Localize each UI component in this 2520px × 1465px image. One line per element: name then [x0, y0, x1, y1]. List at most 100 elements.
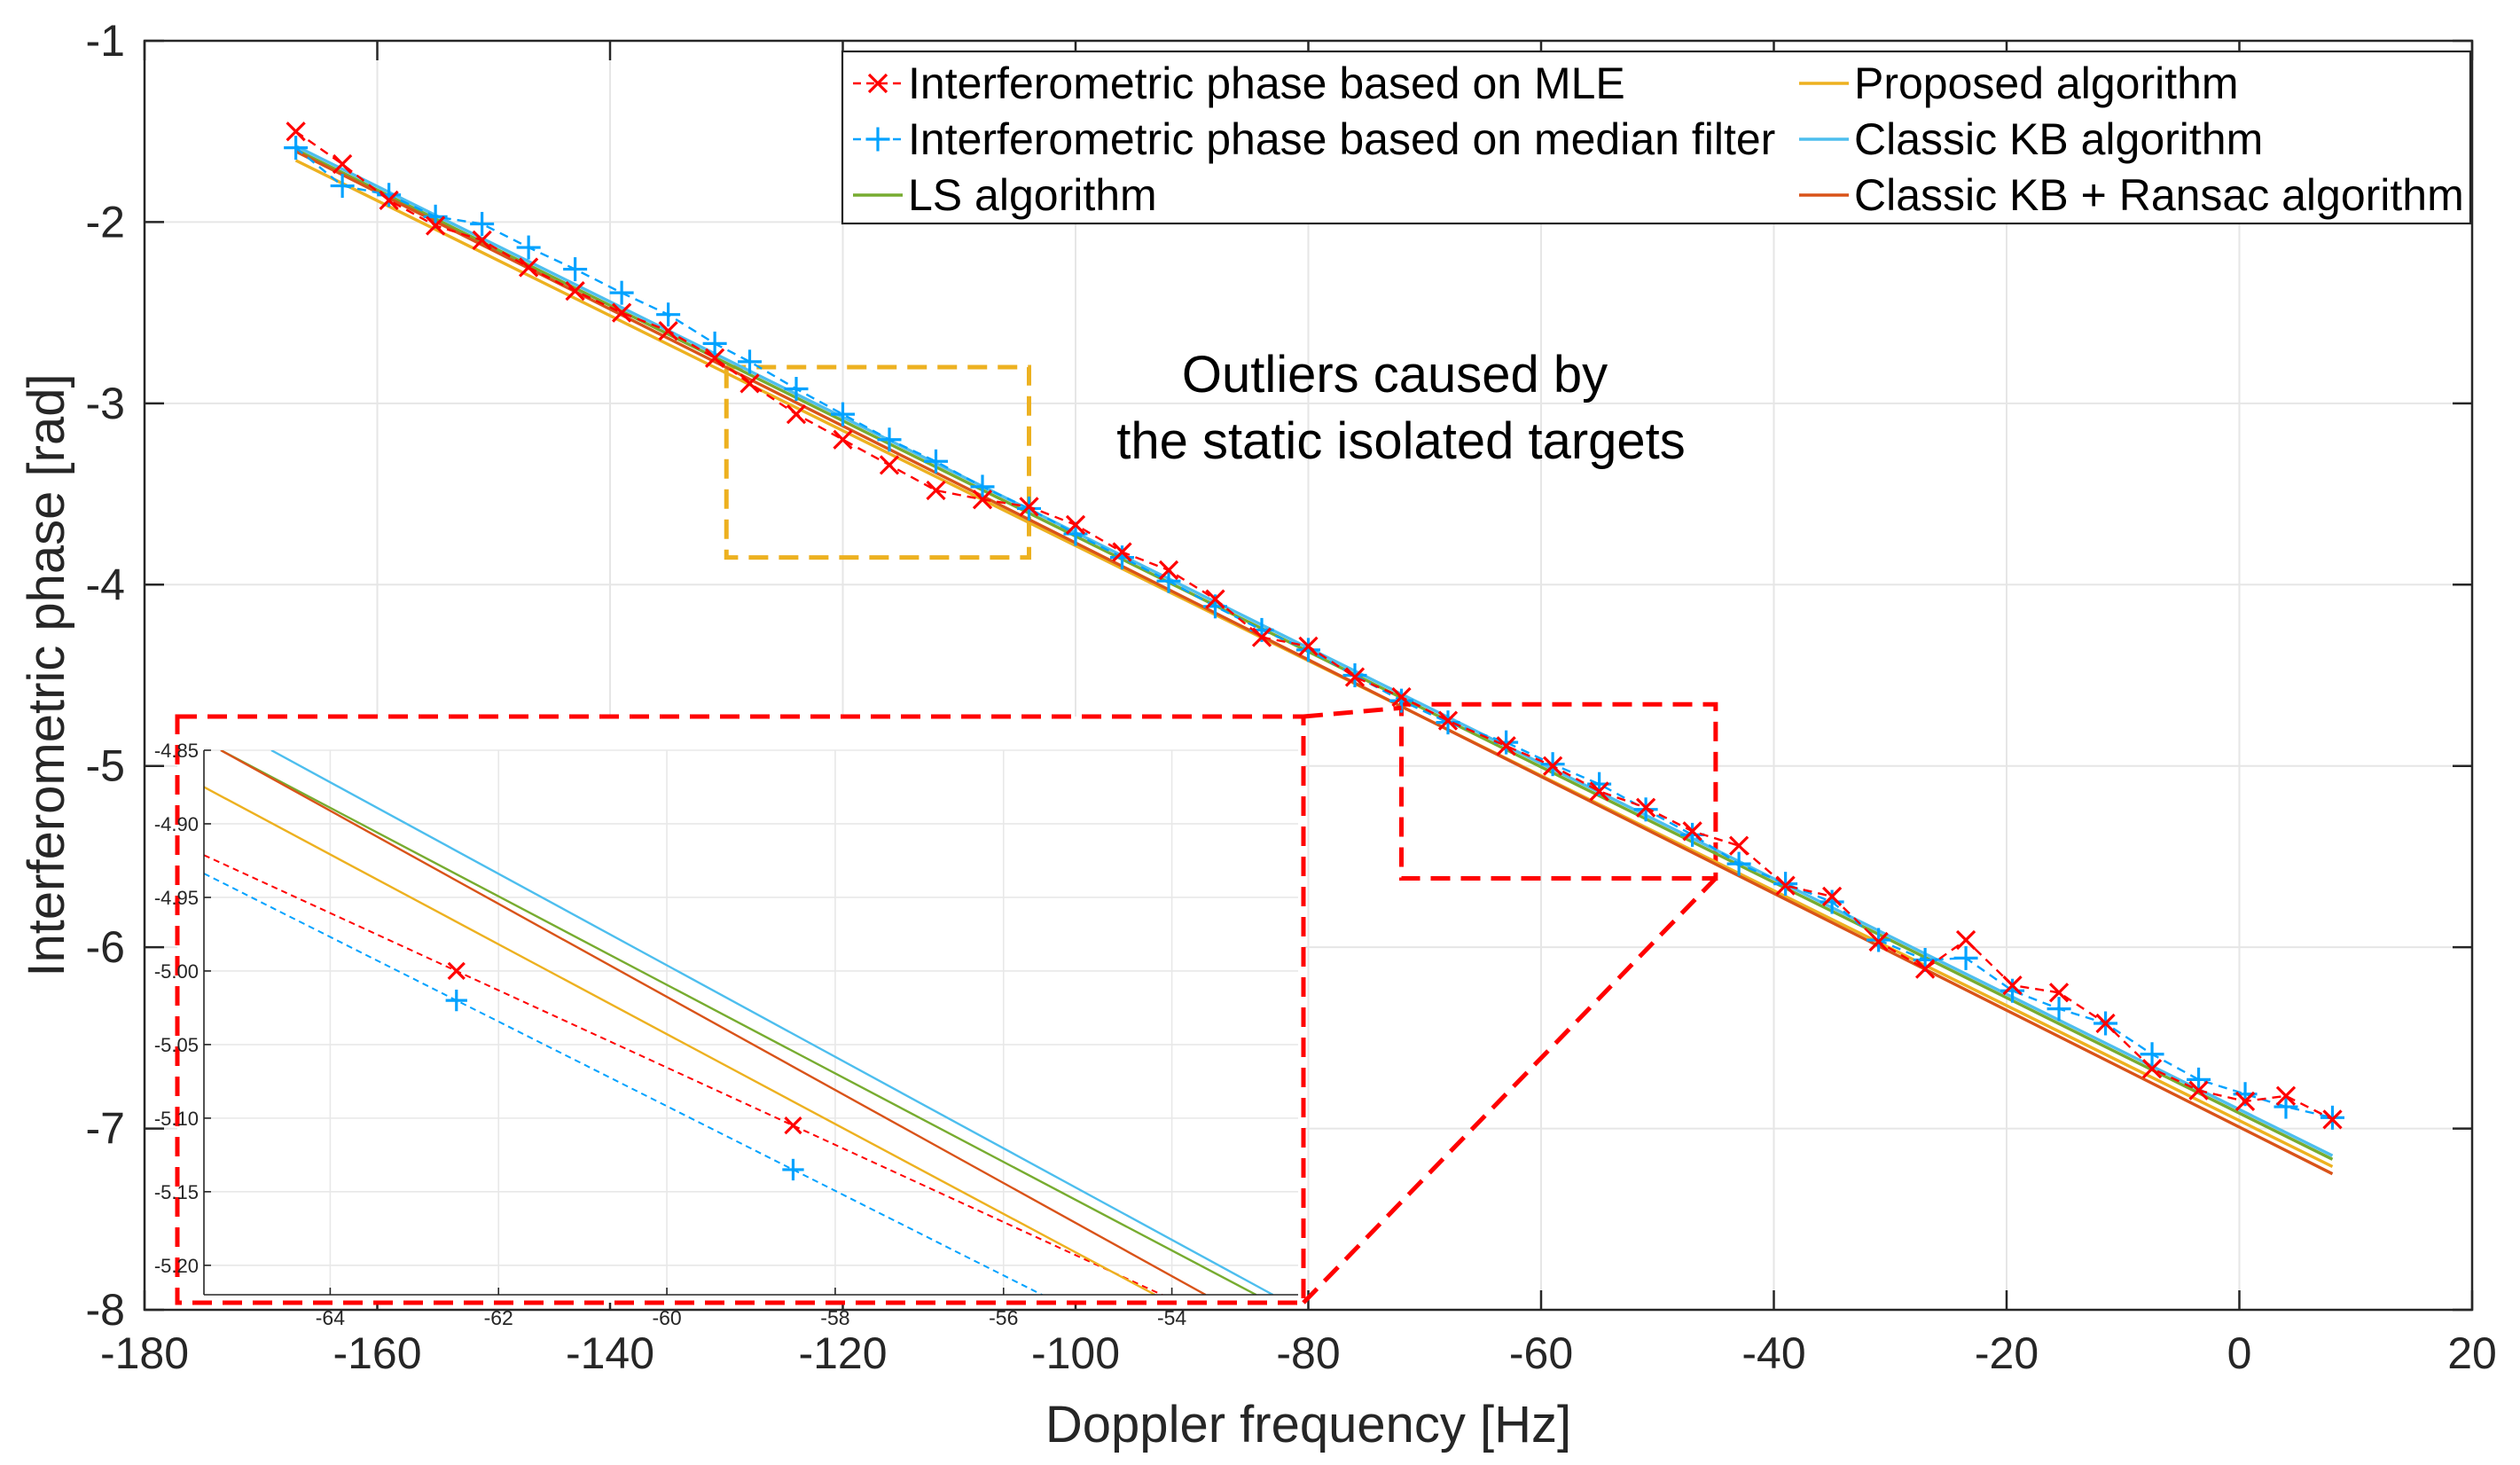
data-point — [2234, 1091, 2256, 1112]
x-tick-label: -180 — [100, 1328, 189, 1378]
y-tick-label: -5 — [86, 741, 125, 791]
inset-data-point — [445, 989, 467, 1012]
x-tick-label: 20 — [2447, 1328, 2497, 1378]
data-point — [970, 474, 995, 499]
data-point — [656, 302, 681, 327]
data-point — [926, 480, 946, 501]
data-point — [2275, 1085, 2297, 1106]
inset-y-tick-label: -5.15 — [154, 1181, 199, 1203]
data-point — [1437, 710, 1459, 731]
legend-item-interferometric-phase-based-on-median-filter: Interferometric phase based on median fi… — [853, 114, 1775, 164]
legend-box — [841, 50, 2472, 225]
data-point — [2188, 1080, 2209, 1101]
series-interferometric-phase-based-on-median-filter — [284, 136, 2344, 1130]
inset-series-ls-algorithm — [220, 750, 1257, 1295]
legend-label: Classic KB algorithm — [1854, 114, 2263, 164]
annotation-line-2: the static isolated targets — [1116, 412, 1686, 470]
inset-y-tick-label: -4.95 — [154, 887, 199, 909]
data-point — [2048, 983, 2070, 1003]
data-point — [2000, 978, 2025, 1003]
zoom-connector-bottom — [1302, 876, 1718, 1304]
data-point — [1344, 667, 1366, 687]
inset-line — [270, 750, 1274, 1295]
legend-item-classic-kb-algorithm: Classic KB algorithm — [1799, 114, 2263, 164]
data-point — [1065, 514, 1086, 535]
data-point — [1953, 945, 1978, 970]
legend-item-classic-kb-ransac-algorithm: Classic KB + Ransac algorithm — [1799, 170, 2464, 220]
x-tick-label: -100 — [1031, 1328, 1120, 1378]
data-point — [972, 490, 993, 510]
x-tick-label: 0 — [2227, 1328, 2252, 1378]
inset-x-tick-label: -62 — [484, 1306, 513, 1329]
legend-item-proposed-algorithm: Proposed algorithm — [1799, 59, 2239, 108]
inset-x-tick-label: -58 — [820, 1306, 849, 1329]
data-point — [516, 235, 541, 260]
y-tick-label: -1 — [86, 16, 125, 66]
inset-y-tick-label: -4.90 — [154, 813, 199, 835]
data-point — [1251, 627, 1272, 647]
data-point — [332, 153, 353, 175]
inset-x-tick-label: -64 — [316, 1306, 345, 1329]
data-point — [425, 215, 446, 236]
outlier-box — [724, 364, 1031, 560]
data-point — [1728, 835, 1749, 856]
data-point — [658, 320, 678, 341]
data-point — [2140, 1042, 2164, 1067]
inset-series-median-filter — [204, 873, 1045, 1295]
series-ls-algorithm — [294, 148, 2334, 1161]
inset-y-tick-label: -5.20 — [154, 1255, 199, 1277]
legend-label: Interferometric phase based on MLE — [908, 59, 1625, 108]
annotation: Outliers caused by the static isolated t… — [1116, 346, 1686, 470]
inset-line — [220, 750, 1257, 1295]
data-point — [470, 211, 495, 236]
y-tick-label: -6 — [86, 922, 125, 972]
data-point — [740, 373, 760, 394]
data-point — [2141, 1058, 2163, 1079]
zoom-source-box — [1399, 701, 1718, 881]
data-point — [1820, 889, 1844, 914]
legend-label: Interferometric phase based on median fi… — [908, 114, 1775, 164]
y-axis-label: Interferometric phase [rad] — [18, 373, 75, 976]
data-point — [1682, 821, 1702, 842]
data-point — [1680, 822, 1705, 847]
data-point — [1296, 638, 1320, 662]
data-point — [611, 302, 632, 323]
data-point — [1112, 542, 1132, 562]
data-point — [2095, 1013, 2116, 1034]
data-point — [2002, 975, 2023, 996]
legend-item-interferometric-phase-based-on-mle: Interferometric phase based on MLE — [853, 59, 1625, 108]
data-point — [2273, 1094, 2298, 1119]
data-point — [284, 136, 309, 161]
inset-y-tick-label: -4.85 — [154, 740, 199, 762]
x-tick-label: -60 — [1509, 1328, 1573, 1378]
data-point — [1158, 560, 1179, 581]
inset-x-tick-label: -60 — [652, 1306, 681, 1329]
inset-line — [204, 786, 1156, 1295]
data-point — [877, 427, 902, 452]
series-line — [294, 150, 2334, 1176]
y-tick-label: -3 — [86, 379, 125, 428]
data-point — [472, 230, 492, 251]
data-point — [1496, 736, 1516, 756]
legend-label: Proposed algorithm — [1854, 59, 2239, 108]
series-line — [294, 148, 2334, 1161]
data-point — [1019, 497, 1039, 517]
data-point — [330, 174, 355, 199]
data-point — [518, 257, 539, 278]
y-tick-label: -8 — [86, 1285, 125, 1335]
inset-series — [204, 750, 1274, 1295]
data-point — [784, 377, 809, 402]
data-point — [1298, 636, 1319, 656]
inset-data-point — [782, 1158, 804, 1181]
legend-marker — [867, 73, 888, 94]
inset-y-tick-label: -5.00 — [154, 960, 199, 983]
data-point — [609, 280, 634, 305]
inset-y-tick-label: -5.10 — [154, 1108, 199, 1130]
legend-item-ls-algorithm: LS algorithm — [853, 170, 1157, 220]
data-point — [831, 402, 855, 427]
series-interferometric-phase-based-on-mle — [286, 121, 2343, 1130]
data-point — [286, 121, 306, 142]
data-point — [702, 331, 727, 356]
series-layer — [284, 121, 2344, 1176]
